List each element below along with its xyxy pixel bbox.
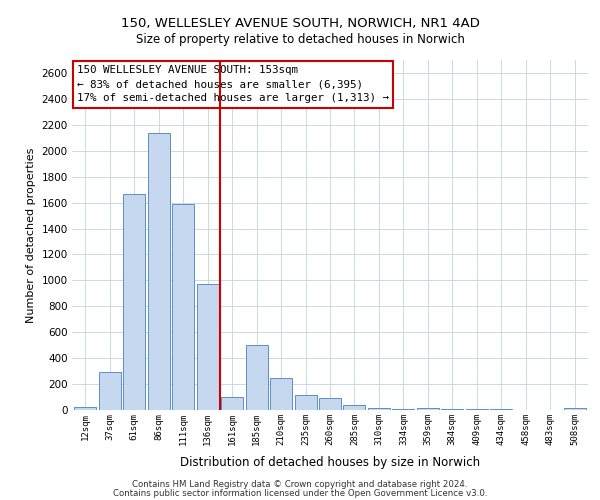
Bar xyxy=(563,408,586,410)
Bar xyxy=(466,408,488,410)
Bar xyxy=(148,132,170,410)
Bar xyxy=(124,194,145,410)
Bar xyxy=(295,395,317,410)
Bar xyxy=(99,372,121,410)
Bar xyxy=(417,408,439,410)
Bar xyxy=(319,398,341,410)
Bar xyxy=(74,408,97,410)
X-axis label: Distribution of detached houses by size in Norwich: Distribution of detached houses by size … xyxy=(180,456,480,469)
Bar xyxy=(172,204,194,410)
Text: Contains HM Land Registry data © Crown copyright and database right 2024.: Contains HM Land Registry data © Crown c… xyxy=(132,480,468,489)
Text: 150, WELLESLEY AVENUE SOUTH, NORWICH, NR1 4AD: 150, WELLESLEY AVENUE SOUTH, NORWICH, NR… xyxy=(121,18,479,30)
Bar xyxy=(368,408,390,410)
Bar xyxy=(343,406,365,410)
Y-axis label: Number of detached properties: Number of detached properties xyxy=(26,148,36,322)
Text: Contains public sector information licensed under the Open Government Licence v3: Contains public sector information licen… xyxy=(113,488,487,498)
Bar xyxy=(245,345,268,410)
Bar xyxy=(197,284,219,410)
Bar xyxy=(221,397,243,410)
Text: Size of property relative to detached houses in Norwich: Size of property relative to detached ho… xyxy=(136,32,464,46)
Bar xyxy=(270,378,292,410)
Text: 150 WELLESLEY AVENUE SOUTH: 153sqm
← 83% of detached houses are smaller (6,395)
: 150 WELLESLEY AVENUE SOUTH: 153sqm ← 83%… xyxy=(77,66,389,104)
